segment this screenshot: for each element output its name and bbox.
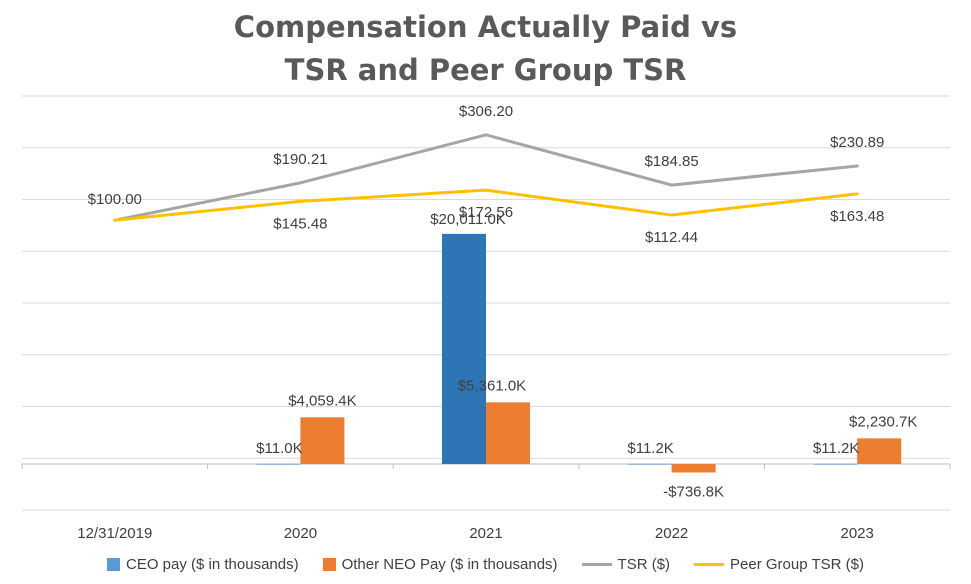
chart-title-line-1: Compensation Actually Paid vs [233, 10, 738, 44]
data-label-other-neo-pay-3: -$736.8K [663, 483, 724, 500]
data-label-other-neo-pay-2: $5,361.0K [458, 377, 526, 394]
bar-other-neo-pay-1 [300, 417, 345, 464]
data-label-tsr-3: $184.85 [644, 153, 698, 170]
data-label-tsr-2: $306.20 [459, 103, 513, 120]
x-tick-label-1: 2020 [284, 525, 317, 542]
legend-label-ceo-pay: CEO pay ($ in thousands) [126, 555, 299, 573]
x-tick-label-2: 2021 [469, 525, 502, 542]
legend-label-tsr: TSR ($) [617, 555, 671, 573]
data-label-ceo-pay-3: $11.2K [627, 440, 673, 457]
legend-item-peer-group-tsr: Peer Group TSR ($) [694, 556, 864, 573]
data-label-peer-group-tsr-3: $112.44 [645, 229, 698, 246]
data-label-ceo-pay-1: $11.0K [256, 440, 302, 457]
data-label-peer-group-tsr-2: $172.56 [459, 204, 513, 221]
bar-other-neo-pay-3 [671, 464, 716, 473]
legend-swatch-tsr [581, 562, 612, 566]
series-line-peer-group-tsr [113, 188, 859, 222]
bar-ceo-pay-1 [256, 463, 301, 465]
data-label-peer-group-tsr-1: $145.48 [273, 215, 327, 232]
legend-swatch-other-neo-pay [322, 557, 336, 571]
bar-other-neo-pay-4 [857, 438, 902, 464]
data-label-peer-group-tsr-4: $163.48 [830, 208, 884, 225]
chart-title-line-2: TSR and Peer Group TSR [284, 53, 687, 87]
data-label-tsr-4: $230.89 [830, 134, 884, 151]
legend-item-tsr: TSR ($) [581, 555, 671, 573]
bar-ceo-pay-3 [627, 463, 672, 465]
legend-swatch-peer-group-tsr [694, 562, 725, 566]
legend-label-other-neo-pay: Other NEO Pay ($ in thousands) [341, 555, 558, 573]
legend-label-peer-group-tsr: Peer Group TSR ($) [730, 555, 864, 573]
bar-other-neo-pay-2 [486, 402, 530, 464]
chart-legend: CEO pay ($ in thousands) Other NEO Pay (… [0, 552, 971, 576]
data-label-other-neo-pay-1: $4,059.4K [288, 392, 356, 409]
legend-swatch-ceo-pay [107, 557, 120, 571]
legend-item-other-neo-pay: Other NEO Pay ($ in thousands) [322, 555, 558, 573]
data-label-other-neo-pay-4: $2,230.7K [849, 413, 917, 430]
data-label-tsr-1: $190.21 [273, 151, 327, 168]
data-label-ceo-pay-2: $20,011.0K [430, 211, 506, 228]
legend-item-ceo-pay: CEO pay ($ in thousands) [107, 556, 299, 573]
x-tick-label-4: 2023 [841, 525, 874, 542]
bar-ceo-pay-4 [813, 463, 858, 465]
x-tick-label-0: 12/31/2019 [77, 525, 152, 542]
data-label-tsr-0: $100.00 [88, 191, 142, 208]
bar-ceo-pay-2 [442, 233, 486, 464]
data-label-ceo-pay-4: $11.2K [813, 440, 859, 457]
chart-title: Compensation Actually Paid vs TSR and Pe… [0, 6, 971, 92]
x-tick-label-3: 2022 [655, 525, 688, 542]
series-line-tsr [113, 133, 859, 222]
